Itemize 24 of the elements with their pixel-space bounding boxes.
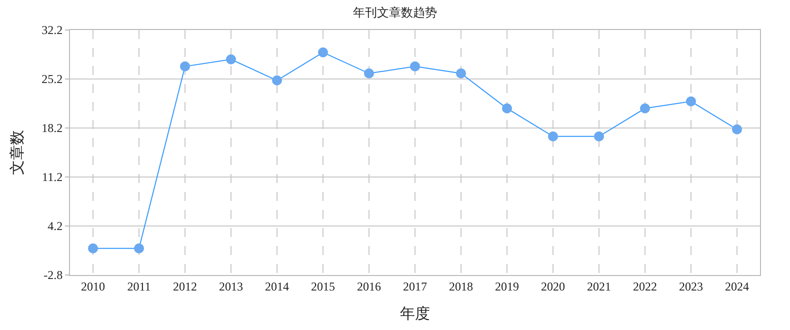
chart-title: 年刊文章数趋势 bbox=[353, 6, 437, 20]
x-tick-label: 2014 bbox=[265, 279, 289, 294]
x-tick-label: 2023 bbox=[679, 279, 703, 294]
y-tick-label: 4.2 bbox=[48, 219, 63, 234]
x-axis-title: 年度 bbox=[400, 305, 430, 322]
y-tick-label: 25.2 bbox=[42, 72, 63, 86]
x-tick-label: 2011 bbox=[127, 279, 151, 294]
y-tick-label: 18.2 bbox=[42, 121, 63, 136]
x-tick-label: 2010 bbox=[81, 279, 105, 294]
y-axis-title: 文章数 bbox=[8, 130, 26, 175]
x-tick-label: 2018 bbox=[449, 279, 473, 294]
x-tick-label: 2017 bbox=[403, 279, 427, 294]
x-tick-label: 2021 bbox=[587, 279, 611, 294]
x-tick-label: 2012 bbox=[173, 279, 197, 294]
x-tick-label: 2020 bbox=[541, 279, 565, 294]
y-tick-label: -2.8 bbox=[44, 268, 63, 282]
y-tick-label: 11.2 bbox=[42, 170, 63, 184]
x-tick-label: 2022 bbox=[633, 279, 657, 294]
x-tick-label: 2019 bbox=[495, 279, 519, 294]
x-tick-label: 2024 bbox=[725, 279, 749, 294]
x-tick-label: 2015 bbox=[311, 279, 335, 294]
x-tick-label: 2013 bbox=[219, 279, 243, 294]
x-tick-label: 2016 bbox=[357, 279, 381, 294]
y-tick-label: 32.2 bbox=[42, 23, 63, 38]
